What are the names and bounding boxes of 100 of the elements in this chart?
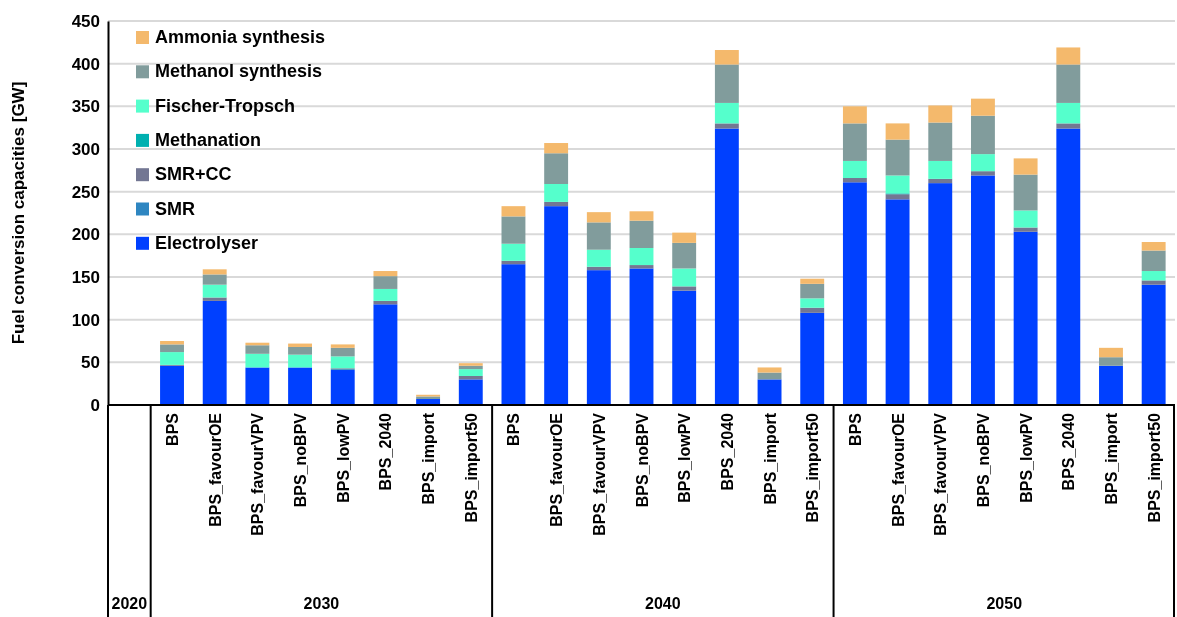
- x-tick-label: BPS_favourOE: [548, 412, 566, 527]
- bar: [800, 312, 825, 405]
- bar: [202, 274, 227, 285]
- bar: [629, 268, 654, 405]
- x-tick-label: BPS: [846, 412, 864, 446]
- bar: [202, 300, 227, 405]
- bar: [160, 365, 184, 405]
- x-tick-label: BPS_import50: [804, 412, 822, 523]
- bar: [800, 298, 825, 308]
- legend-label: SMR: [155, 198, 195, 219]
- bar: [544, 201, 569, 207]
- x-tick-label: BPS: [164, 412, 182, 446]
- bar: [1056, 128, 1081, 405]
- bar: [714, 128, 739, 405]
- bar: [757, 367, 782, 373]
- bar: [885, 139, 910, 176]
- bar: [842, 182, 867, 405]
- bar: [373, 304, 398, 405]
- x-tick-label: BPS_lowPV: [334, 412, 352, 503]
- bar: [501, 216, 526, 244]
- bar: [1013, 210, 1038, 228]
- x-tick-label: BPS_import: [420, 412, 438, 505]
- bar: [714, 123, 739, 129]
- bar: [970, 171, 995, 176]
- bar: [1141, 284, 1166, 405]
- bar: [288, 354, 313, 368]
- bar: [544, 143, 569, 154]
- bar: [160, 352, 184, 365]
- bar: [629, 247, 654, 266]
- bar: [885, 175, 910, 194]
- x-tick-label: BPS_import50: [1145, 412, 1163, 523]
- bar: [160, 344, 184, 353]
- bar: [288, 367, 313, 405]
- bar: [202, 269, 227, 275]
- text: 2020: [111, 595, 148, 612]
- bar: [1056, 123, 1081, 129]
- bar: [202, 297, 227, 301]
- bar: [586, 212, 611, 223]
- bar: [800, 283, 825, 299]
- bar: [458, 369, 483, 376]
- bar: [970, 154, 995, 172]
- x-tick-label: BPS_favourOE: [206, 412, 224, 527]
- bar: [629, 211, 654, 221]
- bar: [928, 105, 953, 123]
- bar: [586, 270, 611, 405]
- bar: [714, 50, 739, 65]
- bar: [714, 64, 739, 103]
- x-tick-label: BPS_import: [1102, 412, 1120, 505]
- bar: [1013, 158, 1038, 175]
- bar: [928, 183, 953, 405]
- x-tick-label: BPS_favourVPV: [932, 412, 950, 536]
- text: 2030: [303, 595, 340, 612]
- bar: [970, 98, 995, 116]
- bar: [928, 178, 953, 184]
- bar: [373, 288, 398, 301]
- bar: [885, 123, 910, 140]
- bar: [544, 206, 569, 405]
- x-tick-label: BPS_2040: [1060, 412, 1078, 491]
- bar: [330, 356, 355, 369]
- bar: [1099, 357, 1123, 366]
- x-tick-label: BPS: [505, 412, 523, 446]
- text: 2040: [645, 595, 681, 612]
- x-tick-label: BPS_import: [761, 412, 779, 505]
- bar: [458, 379, 483, 405]
- legend-label: Methanation: [155, 129, 261, 150]
- legend-label: Ammonia synthesis: [155, 27, 326, 47]
- bar: [842, 106, 867, 124]
- x-tick-label: BPS_favourVPV: [249, 412, 267, 536]
- bar: [672, 286, 697, 291]
- text: 2050: [986, 595, 1023, 612]
- bar: [672, 290, 697, 405]
- bar: [1141, 250, 1166, 272]
- bar: [672, 268, 697, 287]
- bar: [757, 379, 782, 405]
- bar: [842, 123, 867, 161]
- y-tick-label: 250: [71, 182, 100, 202]
- bar: [1013, 227, 1038, 232]
- y-tick-label: 50: [81, 353, 100, 373]
- bar: [544, 183, 569, 202]
- bar: [842, 178, 867, 183]
- y-axis-title: Fuel conversion capacities [GW]: [9, 81, 28, 345]
- bar: [928, 160, 953, 179]
- bar: [458, 363, 483, 366]
- bar: [672, 232, 697, 243]
- y-tick-label: 0: [90, 395, 100, 415]
- x-tick-label: BPS_lowPV: [676, 412, 694, 503]
- bar: [1141, 280, 1166, 285]
- bar: [1099, 365, 1123, 405]
- bar: [373, 276, 398, 289]
- bar: [800, 307, 825, 313]
- bar: [501, 206, 526, 217]
- bar: [842, 160, 867, 179]
- bar: [245, 353, 270, 368]
- y-tick-label: 350: [71, 97, 100, 117]
- y-tick-label: 400: [71, 54, 100, 74]
- x-tick-label: BPS_favourOE: [889, 412, 907, 527]
- y-tick-label: 450: [71, 11, 100, 31]
- y-tick-label: 150: [71, 267, 100, 287]
- bar: [629, 220, 654, 248]
- x-tick-label: BPS_2040: [718, 412, 736, 491]
